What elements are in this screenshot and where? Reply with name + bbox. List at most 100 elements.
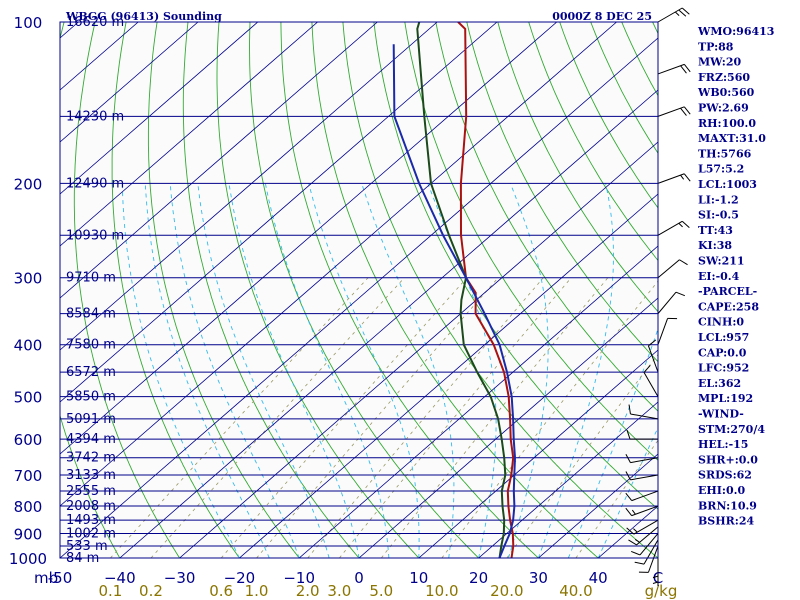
stat-line: TH:5766 <box>698 147 752 160</box>
pressure-tick-label: 300 <box>14 270 43 288</box>
chart-datetime: 0000Z 8 DEC 25 <box>552 10 652 23</box>
stat-line: HEL:-15 <box>698 438 748 451</box>
stat-line: LI:-1.2 <box>698 193 739 206</box>
mixing-ratio-tick-label: 0.2 <box>139 582 163 600</box>
wind-barb-half-flag <box>652 575 659 579</box>
wind-barb-flag <box>625 507 633 516</box>
stat-line: WMO:96413 <box>697 25 774 38</box>
wind-barb-flag <box>628 539 637 546</box>
sounding-profiles <box>392 22 517 558</box>
stat-line: WB0:560 <box>697 86 755 99</box>
stat-line: LFC:952 <box>698 362 749 375</box>
height-label: 4394 m <box>66 432 116 447</box>
temperature-tick-label: 20 <box>469 569 488 587</box>
wind-barb-shaft <box>630 474 659 481</box>
isotherm-line <box>298 245 658 558</box>
wind-barb-shaft <box>643 539 659 565</box>
height-label: 2555 m <box>66 484 116 499</box>
stat-line: -PARCEL- <box>698 285 757 298</box>
stat-line: LCL:957 <box>698 331 749 344</box>
stat-line: MW:20 <box>698 56 741 69</box>
wind-barb-flag <box>625 471 631 481</box>
wind-barb-flag <box>648 339 657 347</box>
isotherm-line <box>60 22 318 247</box>
wind-barb <box>625 505 659 517</box>
wind-barb-shaft <box>657 106 685 117</box>
wind-barb-shaft <box>643 372 659 397</box>
wind-barb-flag <box>683 173 691 182</box>
stat-line: EI:-0.4 <box>698 270 740 283</box>
pressure-tick-label: 100 <box>14 14 43 32</box>
temperature-tick-label: −10 <box>283 569 315 587</box>
stat-line: EL:362 <box>698 377 741 390</box>
stat-line: LCL:1003 <box>698 178 757 191</box>
mixing-ratio-tick-label: 5.0 <box>369 582 393 600</box>
wind-barb <box>643 364 659 397</box>
temperature-tick-label: 40 <box>589 569 608 587</box>
mixing-ratio-line <box>575 439 658 558</box>
isotherm-line <box>119 89 658 558</box>
pressure-tick-label: 700 <box>14 467 43 485</box>
wind-barb-flag <box>628 404 631 415</box>
height-label: 3742 m <box>66 451 116 466</box>
wind-barb <box>638 545 659 573</box>
wind-barb <box>657 63 691 75</box>
isotherm-line <box>179 141 658 558</box>
mixing-ratio-line <box>307 277 544 558</box>
plot-border <box>59 21 659 559</box>
wind-barb <box>626 519 659 535</box>
wind-barb-shaft <box>633 519 659 535</box>
temperature-tick-label: −20 <box>224 569 256 587</box>
wind-barb-flag <box>626 527 635 535</box>
stat-line: L57:5.2 <box>698 163 744 176</box>
isotherm-line <box>60 37 658 558</box>
isotherm-line <box>60 22 438 351</box>
wind-barb-shaft <box>657 173 685 184</box>
pressure-tick-label: 200 <box>14 175 43 193</box>
stat-line: BRN:10.9 <box>698 499 757 512</box>
pressure-tick-label: 500 <box>14 389 43 407</box>
stat-line: TT:43 <box>698 224 733 237</box>
isotherm-line <box>60 22 259 195</box>
wind-barb-shaft <box>657 7 683 23</box>
wind-barb <box>657 106 691 117</box>
wind-barb-flag <box>683 106 691 115</box>
stat-line: SHR+:0.0 <box>698 453 758 466</box>
moist-adiabat-line <box>537 183 614 558</box>
isotherm-line <box>478 401 658 558</box>
wind-barb-flag <box>680 65 687 74</box>
mixing-ratio-tick-label: 40.0 <box>559 582 592 600</box>
stat-line: STM:270/4 <box>698 423 765 436</box>
mixing-ratio-tick-label: 10.0 <box>425 582 458 600</box>
stat-line: CINH:0 <box>698 316 744 329</box>
mixing-ratio-line <box>256 277 499 558</box>
wind-barb-flag <box>626 429 631 440</box>
stat-line: SI:-0.5 <box>698 209 739 222</box>
wind-barb-half-flag <box>633 528 638 533</box>
pressure-tick-label: 600 <box>14 431 43 449</box>
wind-barb-flag <box>675 291 686 297</box>
wind-barb-flag <box>630 550 641 556</box>
temperature-profile-line <box>457 22 515 558</box>
isotherm-line <box>60 22 378 299</box>
height-label: 5091 m <box>66 412 116 427</box>
isotherm-line <box>239 193 658 558</box>
temperature-tick-label: -50 <box>48 569 73 587</box>
wind-barb-flag <box>680 107 687 116</box>
wind-barb-shaft <box>657 259 680 279</box>
stat-line: RH:100.0 <box>698 117 756 130</box>
chart-grid <box>60 22 658 558</box>
wind-barb-half-flag <box>631 509 636 515</box>
wind-barb-flag <box>625 454 631 463</box>
stat-line: -WIND- <box>698 408 744 421</box>
stat-line: SW:211 <box>698 255 745 268</box>
temperature-tick-label: −30 <box>164 569 196 587</box>
stat-line: CAP:0.0 <box>698 346 747 359</box>
mixing-ratio-tick-label: 20.0 <box>490 582 523 600</box>
stat-line: MAXT:31.0 <box>698 132 766 145</box>
isotherm-line <box>60 22 617 507</box>
wind-barb-flag <box>679 259 688 266</box>
wind-barb-shaft <box>647 345 659 373</box>
wind-barb-shaft <box>636 526 659 546</box>
